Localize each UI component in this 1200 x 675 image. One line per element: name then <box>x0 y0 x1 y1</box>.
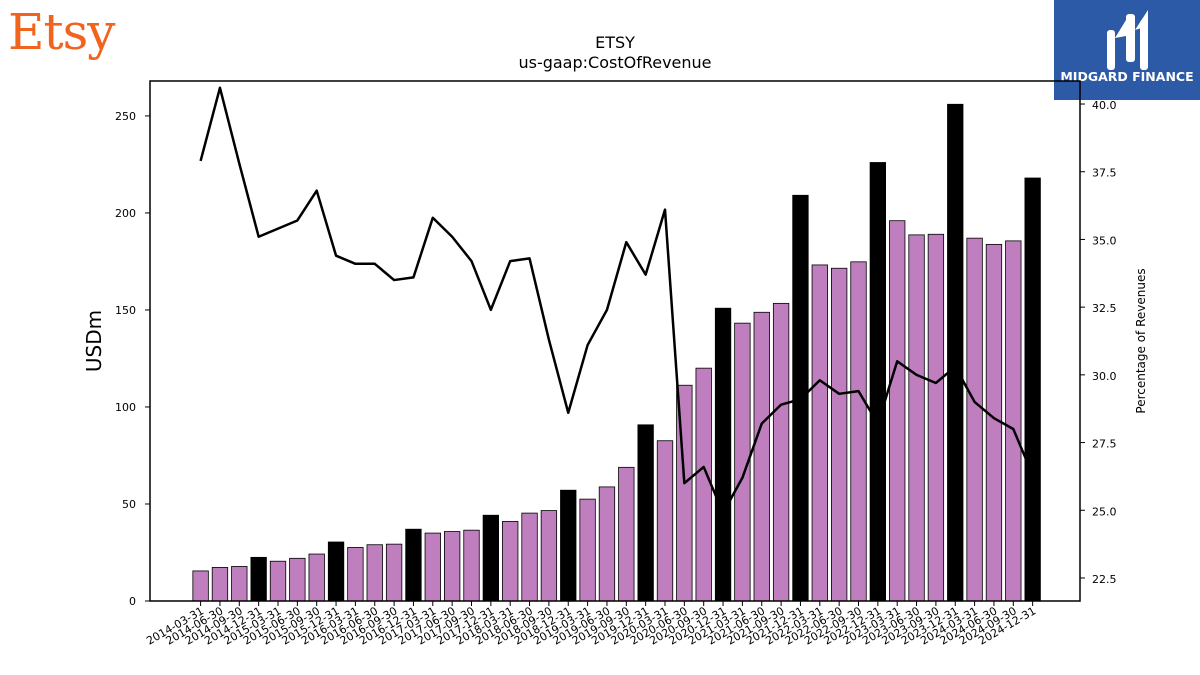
bar-2019-09-30 <box>618 466 635 602</box>
bar-2022-09-30 <box>850 261 867 602</box>
bar-2014-03-31 <box>192 570 209 602</box>
y2-tick-label: 25.0 <box>1092 505 1117 518</box>
bar-q4-2014-12-31 <box>250 556 267 602</box>
etsy-logo: Etsy <box>8 3 115 61</box>
bar-2018-06-30 <box>521 512 538 602</box>
bar-2024-06-30 <box>985 243 1003 602</box>
bar-2023-06-30 <box>908 234 925 602</box>
bar-q4-2023-12-31 <box>947 103 964 602</box>
y2-tick-label: 35.0 <box>1092 234 1117 247</box>
y2-tick-label: 40.0 <box>1092 99 1117 112</box>
bar-2015-06-30 <box>289 557 306 602</box>
axes-layer: 0 50 100 150 200 250 22.5 25.0 27.5 30.0 32.5 35.0 3… <box>115 99 1117 648</box>
bar-2014-06-30 <box>211 567 229 602</box>
bar-2014-09-30 <box>231 566 248 602</box>
bar-q4-2018-12-31 <box>560 489 577 602</box>
chart-title: ETSY <box>595 33 635 52</box>
bar-2015-03-31 <box>269 560 287 602</box>
midgard-emblem-icon <box>1107 10 1148 70</box>
y-tick-label: 200 <box>115 207 136 220</box>
chart-subtitle: us-gaap:CostOfRevenue <box>518 53 711 72</box>
y-tick-label: 0 <box>129 595 136 608</box>
y2-tick-label: 37.5 <box>1092 167 1117 180</box>
bar-2024-09-30 <box>1005 240 1022 602</box>
bar-2023-09-30 <box>927 233 945 602</box>
partner-name: MIDGARD FINANCE <box>1060 69 1194 84</box>
y2-tick-label: 32.5 <box>1092 302 1117 315</box>
bar-2020-03-31 <box>656 440 674 602</box>
bar-q4-2016-12-31 <box>405 528 422 602</box>
y-tick-label: 250 <box>115 110 136 123</box>
bar-2023-03-31 <box>889 220 906 602</box>
bar-2016-03-31 <box>347 547 364 602</box>
bar-2022-03-31 <box>811 264 828 602</box>
bar-2019-03-31 <box>579 498 596 602</box>
bar-2018-09-30 <box>540 510 558 602</box>
bar-2024-03-31 <box>966 237 983 602</box>
y2-tick-label: 27.5 <box>1092 438 1117 451</box>
bar-2015-09-30 <box>308 553 325 602</box>
bar-2017-06-30 <box>443 531 461 602</box>
bars-layer <box>192 103 1041 602</box>
bar-2021-09-30 <box>772 302 790 602</box>
bar-2018-03-31 <box>502 521 519 602</box>
bar-2017-09-30 <box>463 529 480 602</box>
bar-2016-09-30 <box>385 543 403 602</box>
bar-2022-06-30 <box>831 267 848 602</box>
bar-q4-2024-12-31 <box>1024 177 1041 602</box>
bar-2021-06-30 <box>753 311 770 602</box>
bar-q4-2017-12-31 <box>482 514 500 602</box>
bar-q4-2019-12-31 <box>637 424 654 602</box>
midgard-finance-logo: MIDGARD FINANCE <box>1054 0 1200 100</box>
line-layer <box>199 86 1034 515</box>
bar-2020-09-30 <box>695 367 712 602</box>
y2-tick-label: 30.0 <box>1092 370 1117 383</box>
bar-2019-06-30 <box>598 486 616 602</box>
percentage-of-revenues-line <box>199 86 1034 515</box>
bar-q4-2020-12-31 <box>714 307 732 602</box>
y-tick-label: 150 <box>115 304 136 317</box>
y-tick-label: 50 <box>122 498 136 511</box>
bar-q4-2015-12-31 <box>327 541 345 602</box>
y2-tick-label: 22.5 <box>1092 573 1117 586</box>
bar-2016-06-30 <box>366 544 383 602</box>
bar-2017-03-31 <box>424 532 441 602</box>
plot-frame <box>149 80 1081 602</box>
y-tick-label: 100 <box>115 401 136 414</box>
y2-axis-label: Percentage of Revenues <box>1134 268 1148 413</box>
y-axis-label: USDm <box>82 310 106 372</box>
bar-q4-2022-12-31 <box>869 162 886 602</box>
